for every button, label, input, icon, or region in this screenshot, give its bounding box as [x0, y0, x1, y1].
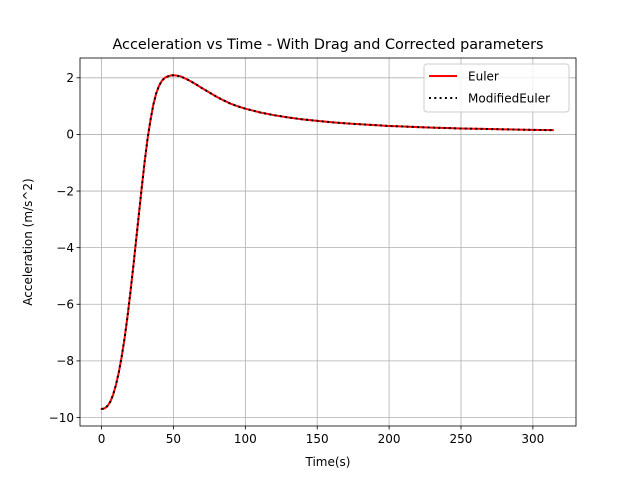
y-tick-label: −4: [56, 241, 74, 255]
series-group: [100, 74, 554, 411]
x-axis-label: Time(s): [305, 455, 351, 469]
legend: Euler ModifiedEuler: [423, 63, 570, 113]
legend-label-modifiedeuler: ModifiedEuler: [468, 91, 550, 105]
legend-box: [423, 63, 570, 113]
y-tick-label: −6: [56, 298, 74, 312]
legend-label-euler: Euler: [468, 69, 499, 83]
y-tick-label: 0: [66, 128, 74, 142]
x-tick-label: 250: [450, 432, 473, 446]
x-tick-label: 100: [234, 432, 257, 446]
chart-title: Acceleration vs Time - With Drag and Cor…: [112, 37, 543, 53]
y-tick-label: −8: [56, 354, 74, 368]
x-tick-label: 50: [166, 432, 181, 446]
plot-frame: [79, 57, 577, 427]
x-ticks: 0 50 100 150 200 250 300: [98, 426, 544, 446]
x-tick-label: 300: [521, 432, 544, 446]
y-tick-label: 2: [66, 71, 74, 85]
series-euler-line: [100, 74, 554, 411]
x-tick-label: 150: [306, 432, 329, 446]
y-tick-label: −10: [49, 411, 74, 425]
grid: [80, 58, 576, 426]
x-tick-label: 0: [98, 432, 106, 446]
x-tick-label: 200: [378, 432, 401, 446]
y-axis-label: Acceleration (m/s^2): [21, 178, 35, 305]
y-ticks: −10 −8 −6 −4 −2 0 2: [49, 71, 80, 425]
y-tick-label: −2: [56, 184, 74, 198]
series-modifiedeuler-line: [101, 74, 554, 411]
